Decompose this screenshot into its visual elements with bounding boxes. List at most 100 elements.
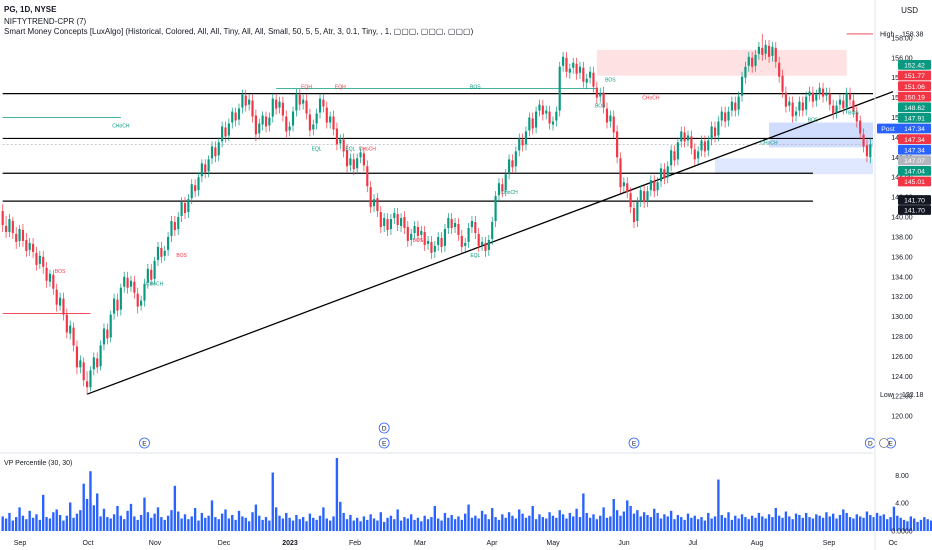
volume-bar — [794, 513, 798, 531]
candle — [497, 178, 501, 202]
candle-body — [811, 92, 815, 102]
candle — [423, 226, 426, 251]
volume-bar — [52, 512, 55, 531]
candle — [200, 159, 203, 183]
volume-bar — [312, 517, 315, 531]
candle — [227, 118, 230, 142]
candle — [440, 231, 443, 253]
volume-bar — [413, 519, 416, 531]
price-tick: 124.00 — [891, 374, 913, 381]
volume-bar — [720, 515, 723, 531]
candle-body — [835, 105, 838, 113]
volume-bar — [855, 514, 858, 531]
price-axis[interactable]: 120.00 122.00 124.00 126.00 128.00 130.00 132.… — [874, 0, 931, 550]
volume-bar — [247, 521, 251, 531]
candle-body — [521, 139, 524, 146]
bullish-zone-lower — [715, 158, 873, 175]
volume-bar — [376, 520, 379, 531]
candle-body — [717, 121, 720, 136]
candle — [788, 96, 791, 112]
candle — [467, 223, 470, 248]
candle — [453, 218, 457, 233]
volume-bar — [389, 515, 393, 531]
volume-bar — [568, 512, 572, 531]
volume-bar — [453, 519, 457, 531]
candles-layer[interactable] — [1, 33, 872, 395]
volume-bar — [166, 515, 170, 531]
candle-body — [231, 111, 234, 123]
candle-body — [480, 241, 484, 245]
volume-bar — [406, 518, 409, 531]
volume-bar — [916, 521, 919, 531]
volume-bar — [561, 514, 565, 531]
indicator-smc-label[interactable]: Smart Money Concepts [LuxAlgo] (Historic… — [4, 27, 474, 36]
time-axis[interactable]: Sep Oct Nov Dec 2023 Feb Mar Apr May Jun Jul Aug Sep… — [14, 540, 898, 547]
candle — [619, 152, 622, 194]
candle-body — [11, 221, 14, 233]
candle — [359, 147, 362, 164]
volume-bar — [177, 511, 180, 531]
volume-bar — [599, 515, 602, 531]
volume-bar — [200, 512, 204, 531]
volume-bar — [572, 516, 575, 531]
structure-label: BOS — [605, 78, 616, 84]
candle-body — [761, 47, 764, 55]
candle-body — [643, 191, 646, 203]
high-label: High 158.38 — [880, 32, 924, 39]
volume-bar — [514, 518, 518, 531]
volume-bar — [285, 512, 288, 531]
symbol-title[interactable]: PG, 1D, NYSE — [4, 5, 57, 14]
candle — [589, 66, 592, 84]
candle-body — [548, 111, 551, 124]
volume-bar — [308, 513, 312, 531]
candle-body — [214, 147, 217, 157]
indicator-cpr-label[interactable]: NIFTYTREND-CPR (7) — [4, 17, 87, 26]
candle-body — [845, 92, 848, 108]
volume-bar — [45, 517, 48, 531]
candle — [413, 221, 416, 239]
candle — [578, 61, 582, 79]
candle — [855, 106, 858, 128]
structure-label: CHoCH — [146, 282, 164, 288]
candle-body — [450, 219, 453, 228]
volume-bar — [875, 512, 879, 531]
candle — [450, 213, 453, 234]
volume-bar — [926, 519, 929, 531]
candle — [501, 178, 504, 198]
candle-body — [180, 202, 183, 217]
event-circle — [628, 437, 640, 449]
candle-body — [372, 199, 376, 207]
volume-bar — [4, 518, 8, 531]
candle-body — [275, 99, 278, 109]
candle — [737, 91, 740, 116]
candle — [221, 121, 224, 148]
candle — [477, 227, 480, 252]
candle — [153, 256, 156, 285]
volume-bar — [342, 512, 345, 531]
volume-bar — [747, 519, 750, 531]
candle — [275, 93, 278, 115]
volume-bar — [332, 516, 335, 531]
candle — [518, 133, 521, 157]
volume-bar — [585, 512, 588, 531]
volume-bar — [123, 519, 126, 531]
volume-bar — [214, 517, 217, 531]
candle — [470, 216, 474, 233]
currency-label[interactable]: USD — [901, 6, 918, 15]
candle — [761, 33, 764, 61]
volume-bar — [217, 519, 220, 531]
candle — [680, 126, 683, 148]
price-tag-bg — [898, 91, 931, 102]
candle-body — [612, 116, 615, 133]
price-tag: 147.34 — [898, 144, 931, 155]
candle-body — [551, 121, 555, 125]
volume-bar — [663, 514, 666, 531]
structure-label: EQL — [345, 146, 355, 152]
volume-bar — [18, 507, 21, 531]
structure-label: BOS — [595, 104, 606, 110]
candle-body — [146, 268, 149, 283]
price-tag: 147.34 — [898, 134, 931, 144]
volume-bar — [204, 517, 207, 531]
price-tag-bg — [898, 81, 931, 91]
